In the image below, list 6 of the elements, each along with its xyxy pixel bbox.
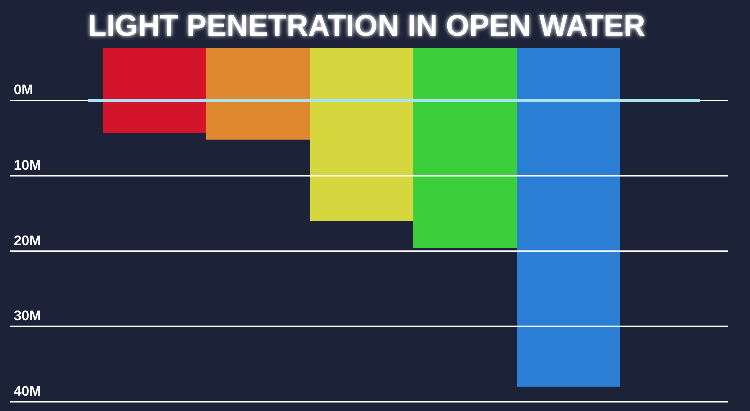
y-tick-label: 10M xyxy=(14,157,42,174)
chart-title: LIGHT PENETRATION IN OPEN WATER xyxy=(88,10,646,43)
y-tick-label: 0M xyxy=(14,82,34,98)
y-tick-label: 40M xyxy=(14,383,42,399)
y-tick-label: 20M xyxy=(14,232,42,248)
y-tick-label: 30M xyxy=(14,308,42,324)
